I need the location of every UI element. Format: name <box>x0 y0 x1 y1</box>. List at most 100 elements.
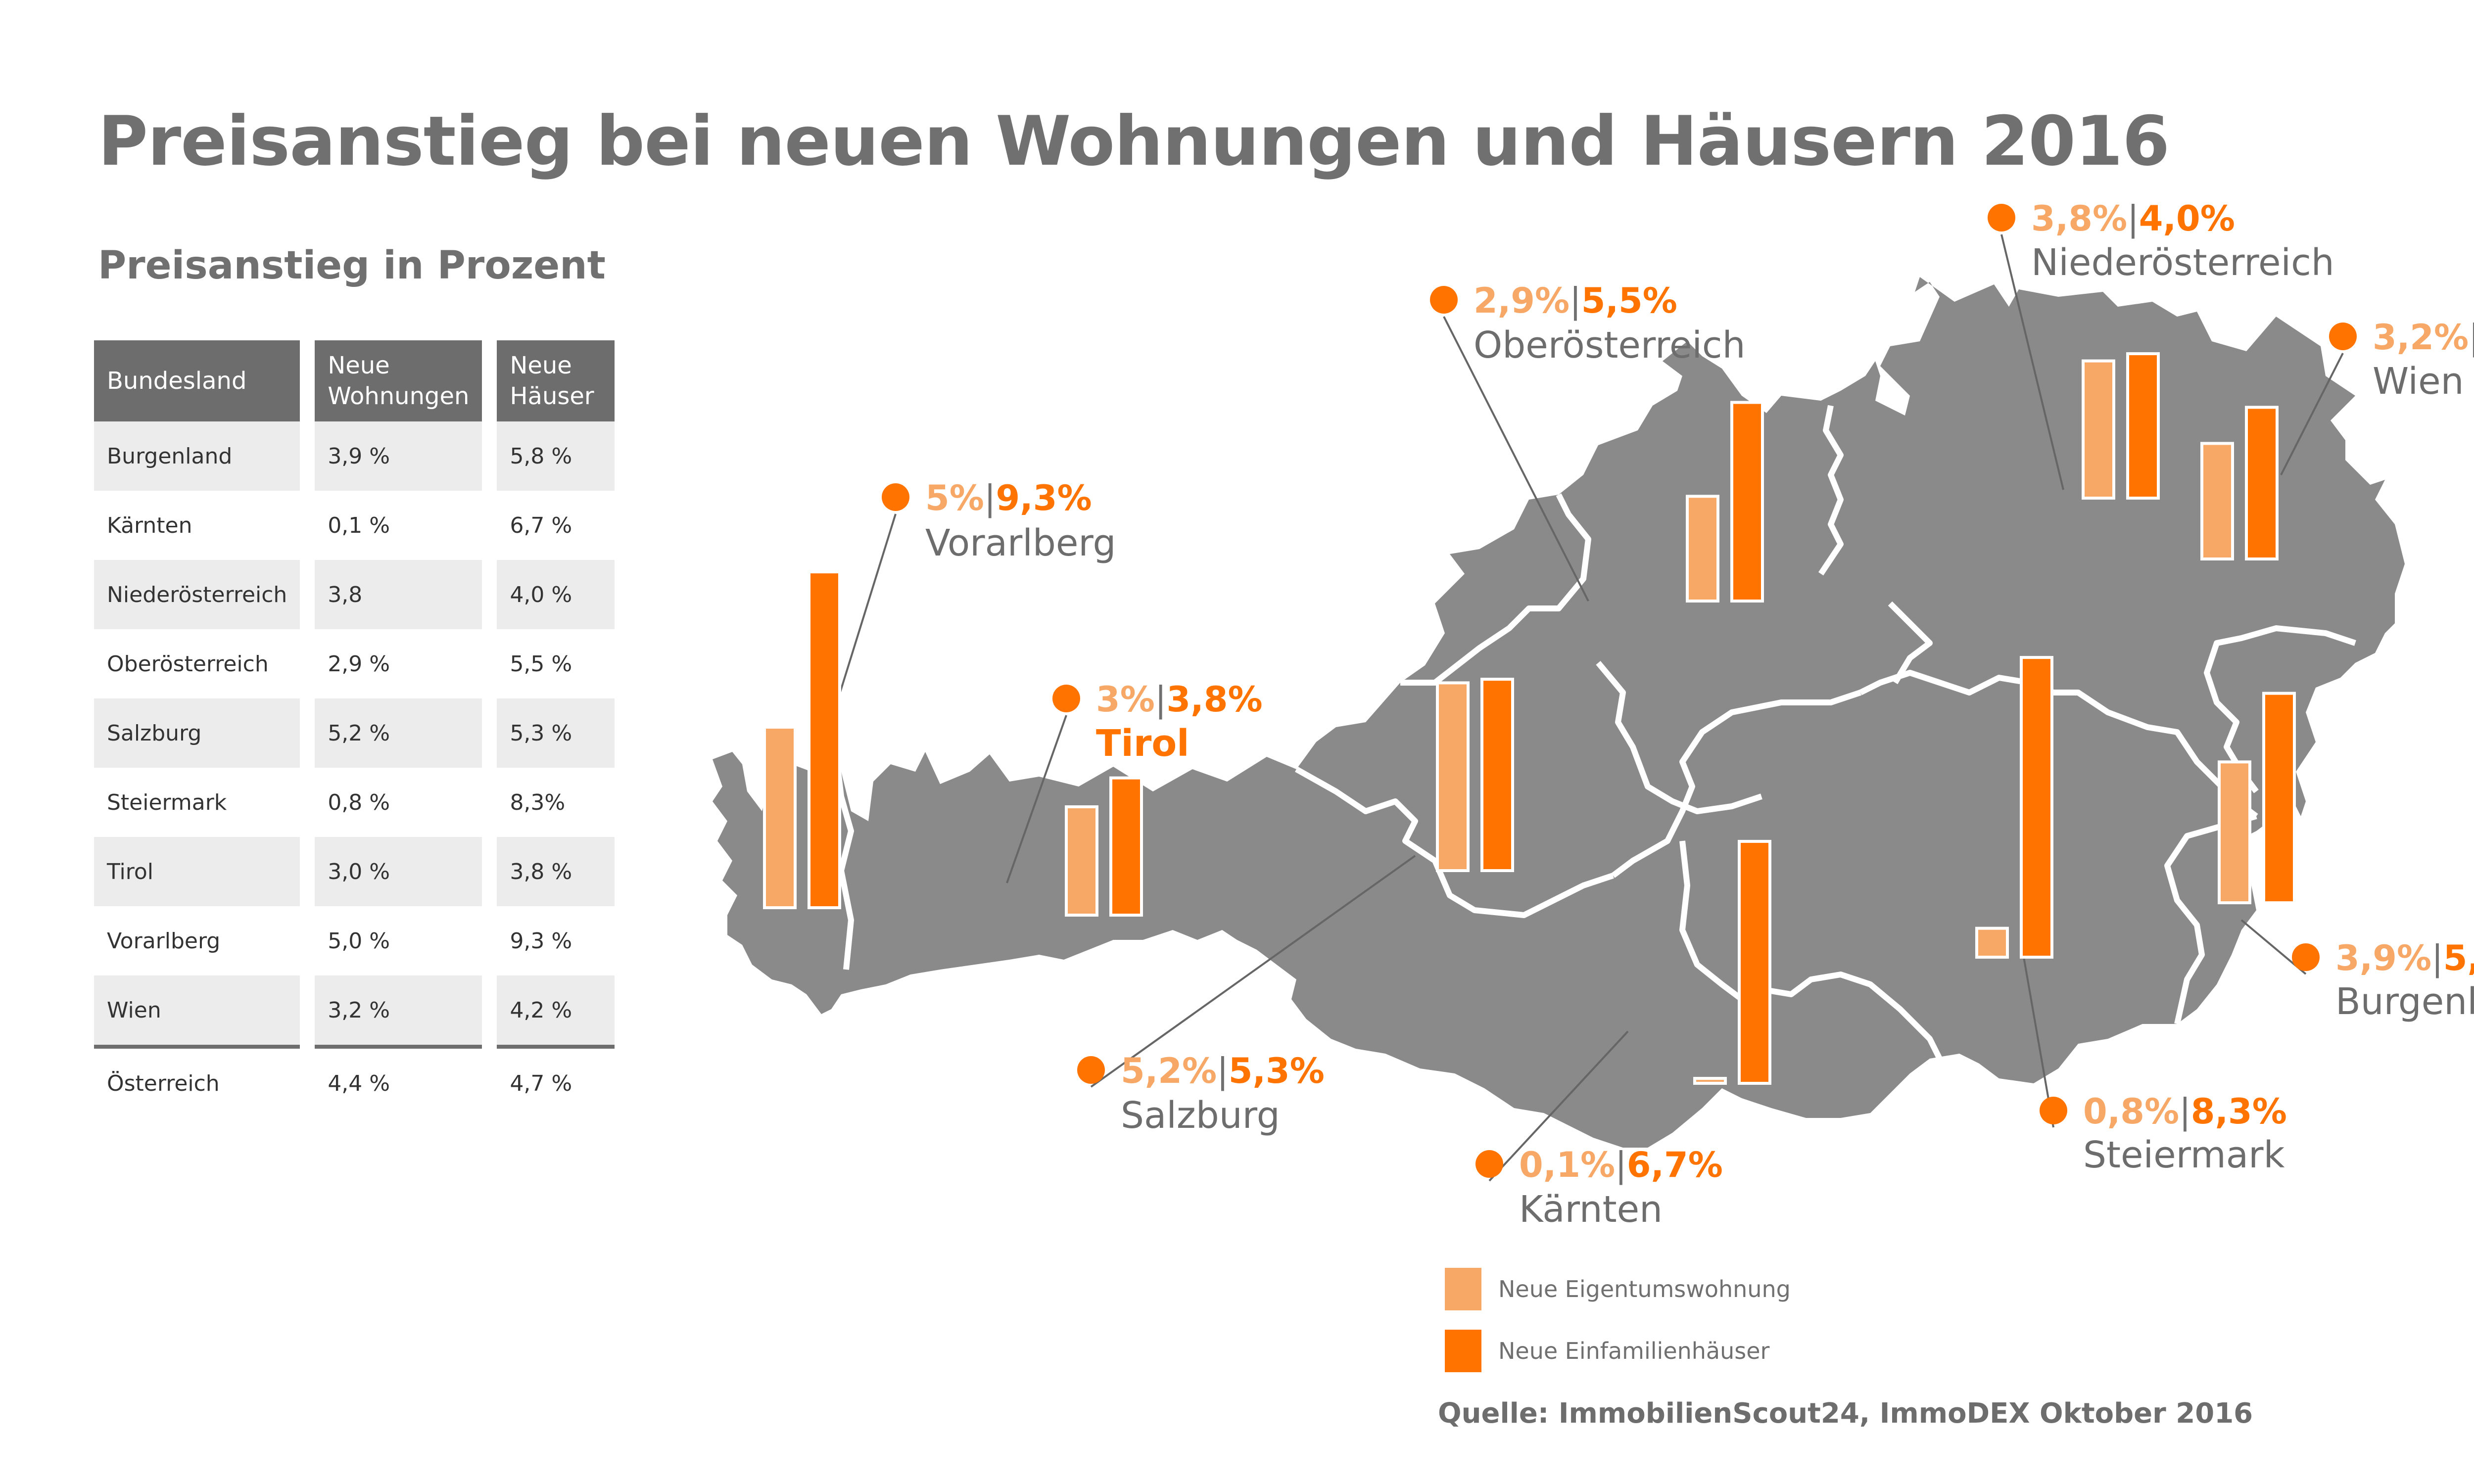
dot-niederoesterreich <box>1988 204 2015 232</box>
bar-haeuser-niederoesterreich <box>2126 352 2160 500</box>
dot-oberoesterreich <box>1430 286 1458 314</box>
region-labels: 5%|9,3%Vorarlberg 3%|3,8%Tirol 5,2%|5,3%Sa… <box>882 198 2474 1231</box>
leader-line-kaernten <box>1488 1030 1629 1182</box>
table-row: Salzburg 5,2 % 5,3 % <box>94 698 615 768</box>
value-label-wien: 3,2%|4,2% <box>2373 317 2474 358</box>
region-name-salzburg: Salzburg <box>1121 1094 1280 1137</box>
table-subtitle: Preisanstieg in Prozent <box>98 243 606 288</box>
cell-wohnungen: 0,1 % <box>328 512 390 538</box>
value-label-salzburg: 5,2%|5,3% <box>1121 1051 1325 1091</box>
value-haeuser-burgenland: 5,8% <box>2443 938 2474 978</box>
table-row: Kärnten 0,1 % 6,7 % <box>94 491 615 560</box>
bar-wohnungen-vorarlberg <box>763 726 797 909</box>
dot-vorarlberg <box>882 483 909 511</box>
cell-wohnungen: 0,8 % <box>328 789 390 815</box>
legend-label-wohnungen: Neue Eigentumswohnung <box>1498 1276 1791 1302</box>
legend-item-haeuser: Neue Einfamilienhäuser <box>1445 1330 1769 1372</box>
state-border <box>1818 405 1844 576</box>
header-neue-wohnungen: Neue Wohnungen <box>315 340 482 421</box>
leader-line-niederoesterreich <box>2000 234 2064 490</box>
cell-bundesland: Vorarlberg <box>107 928 221 954</box>
cell-wohnungen: 3,0 % <box>315 837 482 906</box>
leader-line-vorarlberg <box>835 513 897 705</box>
value-label-kaernten: 0,1%|6,7% <box>1519 1145 1723 1185</box>
cell-bundesland: Kärnten <box>107 512 192 538</box>
state-border <box>1679 840 1943 1060</box>
dot-wien <box>2329 323 2357 350</box>
cell-haeuser: 4,2 % <box>497 975 615 1045</box>
region-name-niederoesterreich: Niederösterreich <box>2031 241 2334 284</box>
bar-wohnungen-tirol <box>1065 805 1098 917</box>
cell-haeuser: 3,8 % <box>497 837 615 906</box>
table-row: Steiermark 0,8 % 8,3% <box>94 768 615 837</box>
bar-wohnungen-salzburg <box>1436 681 1470 873</box>
value-haeuser-oberoesterreich: 5,5% <box>1581 280 1677 321</box>
leader-line-tirol <box>1006 715 1067 883</box>
value-haeuser-niederoesterreich: 4,0% <box>2139 198 2235 239</box>
state-border <box>1295 766 1614 918</box>
cell-bundesland: Niederösterreich <box>94 560 300 629</box>
cell-haeuser: 8,3% <box>510 789 566 815</box>
region-name-burgenland: Burgenland <box>2335 980 2474 1023</box>
value-wohnungen-kaernten: 0,1% <box>1519 1145 1615 1185</box>
region-name-steiermark: Steiermark <box>2083 1134 2285 1176</box>
bar-wohnungen-wien <box>2200 442 2234 561</box>
bar-wohnungen-kaernten <box>1693 1077 1727 1085</box>
header-neue-haeuser: Neue Häuser <box>497 340 615 421</box>
bar-haeuser-steiermark <box>2020 656 2053 959</box>
region-name-kaernten: Kärnten <box>1519 1188 1663 1231</box>
value-label-steiermark: 0,8%|8,3% <box>2083 1091 2287 1132</box>
table-header-row: Bundesland Neue Wohnungen Neue Häuser <box>94 340 615 421</box>
page-title: Preisanstieg bei neuen Wohnungen und Häu… <box>98 101 2170 181</box>
bar-wohnungen-niederoesterreich <box>2082 359 2115 500</box>
cell-bundesland: Oberösterreich <box>107 651 269 677</box>
value-haeuser-salzburg: 5,3% <box>1229 1051 1325 1091</box>
bar-haeuser-tirol <box>1109 776 1143 917</box>
value-wohnungen-tirol: 3% <box>1096 679 1155 720</box>
dot-kaernten <box>1475 1150 1503 1178</box>
table-row: Oberösterreich 2,9 % 5,5 % <box>94 629 615 698</box>
value-haeuser-steiermark: 8,3% <box>2191 1091 2287 1132</box>
cell-wohnungen: 5,0 % <box>328 928 390 954</box>
header-bundesland: Bundesland <box>94 340 300 421</box>
value-wohnungen-salzburg: 5,2% <box>1121 1051 1217 1091</box>
value-label-tirol: 3%|3,8% <box>1096 679 1263 720</box>
table-row: Tirol 3,0 % 3,8 % <box>94 837 615 906</box>
bar-wohnungen-oberoesterreich <box>1686 495 1719 603</box>
value-wohnungen-steiermark: 0,8% <box>2083 1091 2179 1132</box>
table-row: Niederösterreich 3,8 4,0 % <box>94 560 615 629</box>
cell-haeuser: 5,5 % <box>510 651 572 677</box>
value-wohnungen-burgenland: 3,9% <box>2335 938 2431 978</box>
cell-wohnungen: 2,9 % <box>328 651 390 677</box>
cell-wohnungen: 3,2 % <box>315 975 482 1045</box>
table-row: Burgenland 3,9 % 5,8 % <box>94 421 615 491</box>
bar-haeuser-oberoesterreich <box>1730 401 1764 603</box>
cell-haeuser: 4,0 % <box>497 560 615 629</box>
cell-bundesland: Steiermark <box>107 789 227 815</box>
bar-haeuser-burgenland <box>2262 692 2296 904</box>
cell-haeuser: 6,7 % <box>510 512 572 538</box>
cell-haeuser: 5,3 % <box>497 698 615 768</box>
legend-swatch-haeuser <box>1445 1330 1481 1372</box>
leader-line-oberoesterreich <box>1443 316 1589 602</box>
state-border <box>1888 601 1933 685</box>
source-note: Quelle: ImmobilienScout24, ImmoDEX Oktob… <box>1438 1397 2253 1430</box>
cell-wohnungen: 4,4 % <box>315 1045 482 1118</box>
cell-haeuser: 5,8 % <box>497 421 615 491</box>
bar-wohnungen-burgenland <box>2218 760 2251 905</box>
cell-bundesland: Österreich <box>94 1045 300 1118</box>
dot-tirol <box>1052 685 1080 712</box>
leader-line-wien <box>2280 353 2344 475</box>
cell-wohnungen: 5,2 % <box>315 698 482 768</box>
value-wohnungen-wien: 3,2% <box>2373 317 2469 358</box>
bar-haeuser-kaernten <box>1738 839 1771 1085</box>
cell-bundesland: Salzburg <box>94 698 300 768</box>
table-row: Vorarlberg 5,0 % 9,3 % <box>94 906 615 975</box>
cell-bundesland: Tirol <box>94 837 300 906</box>
region-name-oberoesterreich: Oberösterreich <box>1474 324 1746 367</box>
value-label-burgenland: 3,9%|5,8% <box>2335 938 2474 978</box>
value-haeuser-vorarlberg: 9,3% <box>996 478 1092 518</box>
price-table: Bundesland Neue Wohnungen Neue Häuser Bu… <box>79 340 629 1118</box>
dot-steiermark <box>2040 1097 2067 1124</box>
